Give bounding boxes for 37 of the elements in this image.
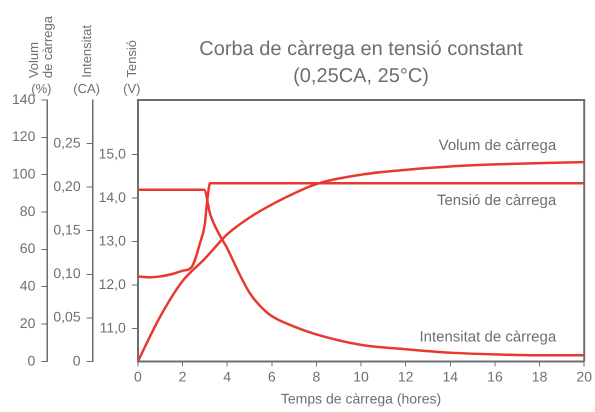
series-label: Volum de càrrega [438, 137, 557, 154]
x-tick-label: 20 [576, 368, 592, 385]
x-tick-label: 4 [223, 368, 232, 385]
y2-tick-label: 0,20 [53, 178, 81, 194]
y2-axis-title: Intensitat (CA) [73, 25, 100, 96]
x-tick-label: 8 [312, 368, 320, 385]
x-tick-label: 18 [532, 368, 548, 385]
series-label: Tensió de càrrega [436, 192, 557, 210]
y-tick-label: 0 [28, 352, 36, 368]
y-tick-label: 20 [20, 314, 36, 331]
y-tick-label: 60 [20, 240, 36, 256]
y2-tick-label: 0,10 [53, 265, 81, 282]
series-label: Intensitat de càrrega [419, 328, 557, 346]
x-tick-label: 12 [398, 368, 414, 385]
y2-tick-label: 0 [72, 352, 81, 368]
x-tick-label: 10 [353, 368, 370, 385]
x-tick-label: 14 [442, 368, 458, 385]
y-tick-label: 80 [20, 202, 36, 219]
y-tick-label: 100 [12, 166, 36, 182]
y3-tick-label: 13,0 [98, 232, 126, 248]
y-tick-label: 120 [12, 128, 36, 144]
y3-tick-label: 14,0 [98, 188, 126, 205]
x-tick-label: 2 [178, 368, 187, 385]
x-axis-title: Temps de càrrega (hores) [280, 390, 442, 406]
y3-tick-label: 11,0 [100, 320, 126, 336]
x-tick-label: 0 [134, 368, 142, 385]
y2-tick-label: 0,05 [53, 308, 81, 325]
y2-tick-label: 0,15 [53, 222, 81, 238]
y3-tick-label: 15,0 [98, 145, 126, 162]
x-tick-label: 16 [487, 368, 503, 385]
chart-subtitle: (0,25CA, 25°C) [293, 65, 429, 87]
y2-tick-label: 0,25 [53, 134, 81, 150]
x-tick-label: 6 [268, 368, 276, 385]
chart-title: Corba de càrrega en tensió constant [199, 38, 524, 60]
y3-axis-title: Tensió (V) [123, 40, 141, 96]
y3-tick-label: 12,0 [98, 276, 126, 292]
y-tick-label: 40 [20, 278, 36, 294]
